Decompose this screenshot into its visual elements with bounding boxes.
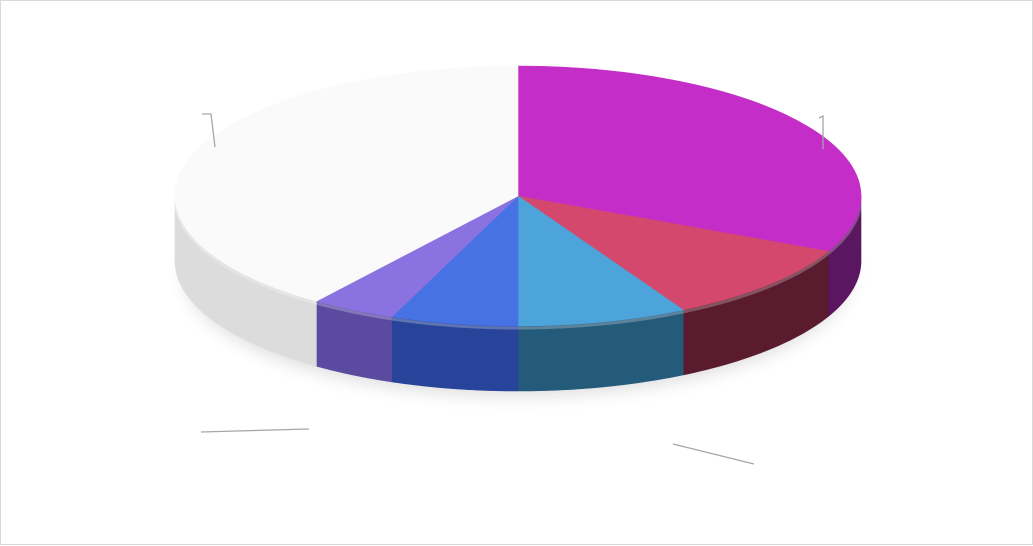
leader-line-1 bbox=[818, 114, 824, 149]
pie-slice-3[interactable] bbox=[517, 195, 684, 327]
pie-side-walls bbox=[173, 195, 863, 392]
leader-line-2 bbox=[202, 113, 216, 148]
pie-rim-highlight bbox=[173, 197, 863, 330]
pie-slice-1[interactable] bbox=[517, 65, 862, 252]
pie-top-faces bbox=[174, 65, 862, 327]
leader-line-3 bbox=[672, 443, 755, 465]
pie-slice-2[interactable] bbox=[517, 195, 830, 311]
pie-slice-4[interactable] bbox=[391, 195, 519, 327]
pie-slice-6[interactable] bbox=[174, 65, 519, 302]
leader-line-4 bbox=[200, 428, 310, 433]
